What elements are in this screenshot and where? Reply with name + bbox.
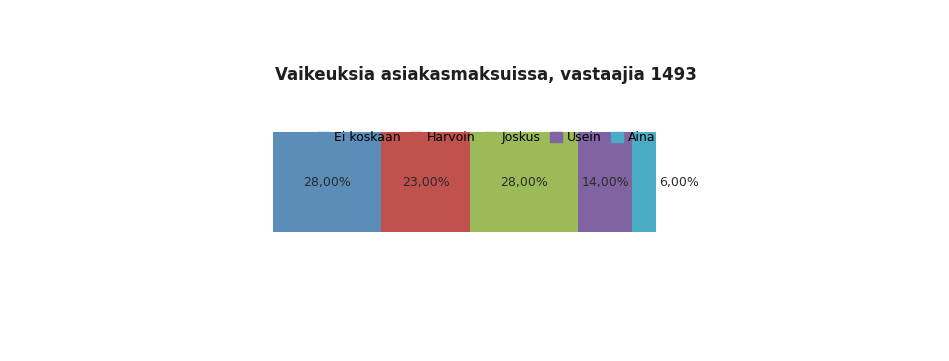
FancyBboxPatch shape	[578, 132, 632, 232]
Text: Vaikeuksia asiakasmaksuissa, vastaajia 1493: Vaikeuksia asiakasmaksuissa, vastaajia 1…	[275, 66, 698, 83]
Text: 23,00%: 23,00%	[401, 176, 450, 189]
FancyBboxPatch shape	[381, 132, 470, 232]
Text: 14,00%: 14,00%	[582, 176, 629, 189]
Legend: Ei koskaan, Harvoin, Joskus, Usein, Aina: Ei koskaan, Harvoin, Joskus, Usein, Aina	[314, 127, 659, 148]
Text: 28,00%: 28,00%	[304, 176, 351, 189]
FancyBboxPatch shape	[470, 132, 578, 232]
Text: 6,00%: 6,00%	[660, 176, 699, 189]
FancyBboxPatch shape	[632, 132, 656, 232]
Text: 28,00%: 28,00%	[500, 176, 549, 189]
FancyBboxPatch shape	[273, 132, 381, 232]
